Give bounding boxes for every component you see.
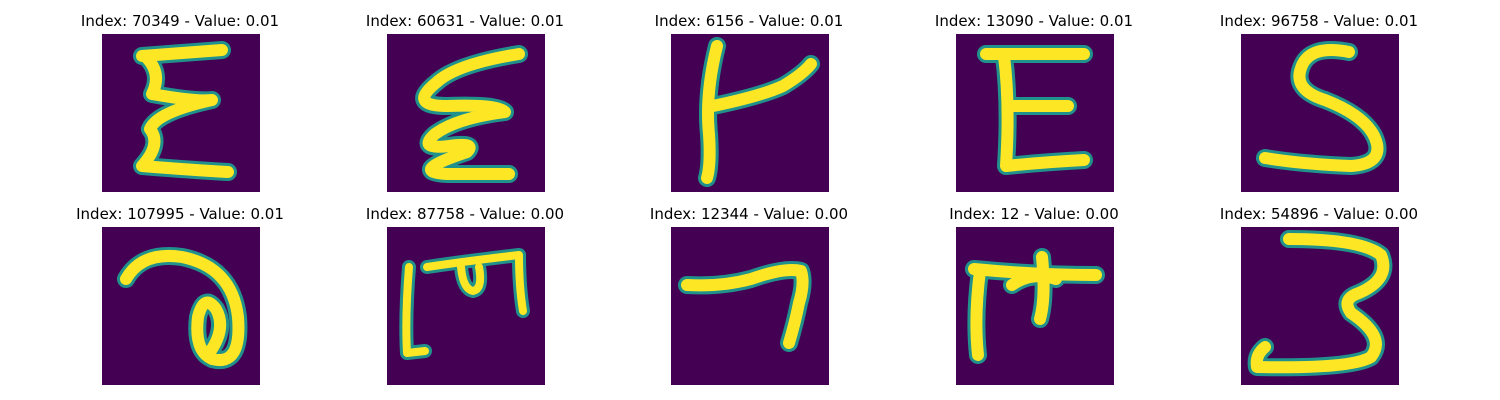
handwritten-glyph-image [102,227,260,385]
image-panel: Index: 12344 - Value: 0.00 [609,205,889,385]
handwritten-glyph-image [387,34,545,192]
handwritten-glyph-image [387,227,545,385]
panel-title: Index: 12344 - Value: 0.00 [649,205,849,223]
handwritten-glyph-image [1241,227,1399,385]
panel-title: Index: 13090 - Value: 0.01 [934,12,1134,30]
image-panel: Index: 87758 - Value: 0.00 [325,205,605,385]
image-panel: Index: 12 - Value: 0.00 [894,205,1174,385]
image-panel: Index: 70349 - Value: 0.01 [40,12,320,192]
handwritten-glyph-image [1241,34,1399,192]
image-panel: Index: 54896 - Value: 0.00 [1179,205,1459,385]
handwritten-glyph-image [956,227,1114,385]
panel-title: Index: 60631 - Value: 0.01 [365,12,565,30]
panel-title: Index: 107995 - Value: 0.01 [76,205,284,223]
image-panel: Index: 6156 - Value: 0.01 [609,12,889,192]
image-panel: Index: 13090 - Value: 0.01 [894,12,1174,192]
handwritten-glyph-image [102,34,260,192]
panel-title: Index: 54896 - Value: 0.00 [1219,205,1419,223]
handwritten-glyph-image [671,227,829,385]
image-panel: Index: 60631 - Value: 0.01 [325,12,605,192]
panel-title: Index: 70349 - Value: 0.01 [80,12,280,30]
handwritten-glyph-image [956,34,1114,192]
image-panel: Index: 96758 - Value: 0.01 [1179,12,1459,192]
panel-title: Index: 96758 - Value: 0.01 [1219,12,1419,30]
handwritten-glyph-image [671,34,829,192]
panel-title: Index: 6156 - Value: 0.01 [654,12,844,30]
image-panel: Index: 107995 - Value: 0.01 [40,205,320,385]
panel-title: Index: 87758 - Value: 0.00 [365,205,565,223]
panel-title: Index: 12 - Value: 0.00 [949,205,1119,223]
